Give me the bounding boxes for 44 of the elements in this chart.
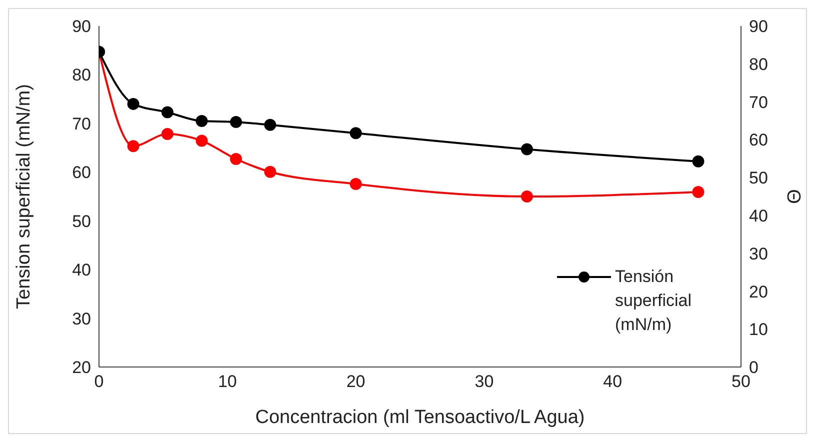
x-axis-title: Concentracion (ml Tensoactivo/L Agua) [255, 407, 585, 428]
point [127, 140, 140, 152]
x-tick-label: 40 [603, 372, 622, 392]
y2-tick-label: 60 [749, 130, 768, 150]
y-tick-label: 60 [72, 163, 91, 182]
point [520, 190, 533, 202]
x-tick-label: 10 [218, 372, 237, 392]
y-tick-label: 30 [72, 309, 91, 328]
point [196, 134, 208, 147]
y2-tick-label: 50 [749, 168, 768, 188]
point [264, 118, 276, 131]
point [161, 128, 174, 140]
y-axis-title: Tension superficial (mN/m) [14, 84, 35, 309]
y2-tick-label: 40 [749, 206, 768, 226]
x-tick-label: 20 [346, 372, 366, 392]
y2-tick-label: 90 [749, 17, 768, 36]
x-tick-label: 30 [474, 372, 494, 392]
point [264, 166, 276, 178]
point [520, 143, 533, 156]
point [692, 186, 704, 198]
x-tick-label: 0 [94, 372, 104, 392]
point [350, 127, 362, 140]
point [230, 116, 242, 128]
y2-axis-title: Θ [784, 189, 806, 204]
y-tick-label: 90 [72, 17, 91, 36]
y-tick-label: 70 [72, 114, 91, 134]
point [230, 152, 242, 165]
legend-label: Tensión superficial (mN/m) [615, 266, 693, 336]
y2-tick-label: 10 [749, 320, 768, 340]
y2-tick-label: 30 [749, 244, 768, 264]
point [350, 178, 362, 190]
y-tick-label: 80 [72, 66, 91, 85]
point [127, 98, 140, 110]
x-tick-label: 50 [732, 372, 750, 392]
y-tick-label: 40 [72, 260, 91, 280]
point [692, 155, 704, 168]
y2-tick-label: 0 [749, 358, 758, 378]
point [196, 114, 208, 127]
y2-tick-label: 70 [749, 92, 768, 112]
point [161, 106, 174, 118]
y-tick-label: 20 [72, 358, 91, 378]
y2-tick-label: 20 [749, 282, 768, 302]
y-tick-label: 50 [72, 212, 91, 231]
y2-tick-label: 80 [749, 54, 768, 74]
